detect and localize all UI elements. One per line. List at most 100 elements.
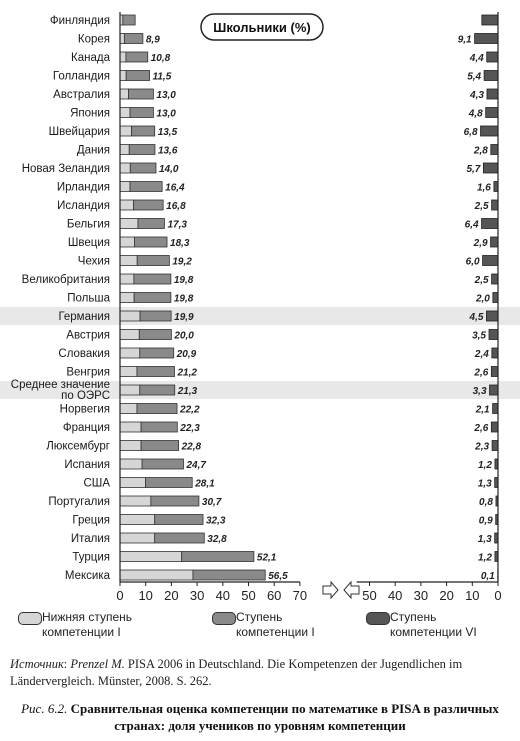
- bar-lower-level: [119, 33, 125, 44]
- figure-number: Рис. 6.2.: [21, 701, 68, 716]
- bar-lower-level: [119, 144, 130, 155]
- right-x-tick-label: 20: [439, 588, 453, 603]
- total-label: 20,0: [173, 331, 194, 342]
- bar-lower-level: [119, 366, 138, 377]
- pisa-chart: 8,9 10,8 11,5 13,0 13,0 13,5 13,6 14,0 16,4 16,8 1…: [0, 12, 520, 603]
- left-x-tick-label: 0: [116, 588, 123, 603]
- legend-swatch-level6: [366, 612, 390, 625]
- bar-level1: [154, 532, 205, 544]
- bar-level1: [131, 125, 156, 137]
- category-label: Исландия: [57, 200, 110, 212]
- category-labels: Финляндия Корея Канада Голландия Австралия Яп…: [11, 15, 111, 582]
- bar-lower-level: [119, 384, 141, 396]
- category-label: Япония: [70, 108, 110, 120]
- total-label: 22,2: [179, 405, 200, 416]
- bar-lower-level: [119, 218, 139, 229]
- bar-level1: [141, 458, 184, 470]
- bar-level1: [140, 440, 179, 451]
- bar-level6: [490, 366, 499, 377]
- bar-lower-level: [119, 273, 135, 285]
- category-label: Швейцария: [49, 126, 110, 138]
- bar-lower-level: [119, 514, 156, 525]
- source-label: Источник: [10, 657, 64, 671]
- total-label: 22,8: [181, 442, 202, 453]
- total-label: 19,2: [172, 257, 192, 268]
- level6-label: 2,4: [474, 349, 489, 360]
- level6-label: 4,8: [468, 109, 483, 120]
- total-label: 56,5: [268, 571, 288, 582]
- total-label: 20,9: [176, 349, 197, 360]
- bar-lower-level: [119, 458, 143, 470]
- total-label: 52,1: [257, 553, 277, 564]
- level6-label: 9,1: [458, 35, 472, 46]
- category-label: Испания: [64, 459, 110, 471]
- total-label: 10,8: [151, 53, 171, 64]
- bar-level1: [133, 292, 172, 303]
- category-label: США: [83, 478, 110, 490]
- level6-label: 3,3: [473, 386, 487, 397]
- left-x-tick-label: 10: [138, 588, 152, 603]
- left-x-tick-label: 40: [216, 588, 230, 603]
- total-label: 11,5: [153, 72, 172, 83]
- bar-level1: [139, 384, 176, 396]
- bar-lower-level: [119, 421, 142, 433]
- total-label: 19,8: [174, 294, 194, 305]
- total-label: 21,2: [176, 368, 197, 379]
- right-x-tick-label: 40: [388, 588, 402, 603]
- bar-level1: [128, 144, 156, 155]
- total-label: 32,8: [207, 534, 227, 545]
- bar-level1: [136, 403, 178, 414]
- category-label: Голландия: [53, 71, 110, 83]
- bar-level6: [490, 236, 499, 248]
- category-label: Мексика: [65, 570, 111, 582]
- level6-label: 0,9: [479, 516, 493, 527]
- bar-lower-level: [119, 477, 146, 488]
- total-label: 13,5: [158, 127, 178, 138]
- level6-label: 5,4: [467, 72, 481, 83]
- total-label: 18,3: [170, 238, 190, 249]
- bar-lower-level: [119, 440, 142, 451]
- level6-label: 0,8: [479, 497, 493, 508]
- legend-label-lower: Нижняя ступень компетенции I: [42, 610, 133, 639]
- total-label: 17,3: [167, 220, 187, 231]
- source-author: Prenzel M.: [70, 657, 125, 671]
- axis-arrow-left-icon: [343, 580, 360, 600]
- total-label: 8,9: [146, 35, 160, 46]
- bar-lower-level: [119, 162, 131, 174]
- bar-lower-level: [119, 125, 132, 137]
- total-label: 30,7: [202, 497, 222, 508]
- level6-label: 6,0: [466, 257, 480, 268]
- left-x-tick-label: 70: [293, 588, 307, 603]
- level6-label: 2,3: [474, 442, 489, 453]
- bar-level6: [480, 125, 499, 137]
- bar-level1: [150, 495, 200, 507]
- bar-level6: [482, 162, 499, 174]
- figure-caption: Рис. 6.2. Сравнительная оценка компетенц…: [0, 700, 520, 734]
- total-label: 13,0: [156, 90, 176, 101]
- bar-level1: [137, 218, 165, 229]
- bar-level6: [485, 107, 499, 118]
- bar-lower-level: [119, 51, 127, 63]
- legend-swatch-lower: [18, 612, 42, 625]
- total-label: 22,3: [179, 423, 200, 434]
- bar-level1: [125, 51, 149, 63]
- right-panel: 9,1 4,4 5,4 4,3 4,8 6,8 2,8 5,7 1,6 2,5 6,4 2,9 6,0 2…: [356, 12, 502, 603]
- legend-swatch-level1: [212, 612, 236, 625]
- category-label: Ирландия: [57, 182, 110, 194]
- category-label: Словакия: [58, 348, 110, 360]
- bar-lower-level: [119, 329, 140, 340]
- total-label: 13,6: [158, 146, 178, 157]
- bar-level6: [474, 33, 499, 44]
- left-x-tick-label: 20: [164, 588, 178, 603]
- category-label: Великобритания: [22, 274, 110, 286]
- bar-lower-level: [119, 532, 156, 544]
- bar-lower-level: [119, 403, 138, 414]
- bar-level6: [491, 347, 499, 359]
- bar-level6: [491, 440, 499, 451]
- bar-level6: [482, 255, 499, 266]
- bar-level1: [139, 347, 175, 359]
- level6-label: 2,0: [475, 294, 490, 305]
- chart-title-box: Школьники (%): [200, 13, 324, 41]
- bar-level1: [145, 477, 193, 488]
- bar-lower-level: [119, 199, 135, 211]
